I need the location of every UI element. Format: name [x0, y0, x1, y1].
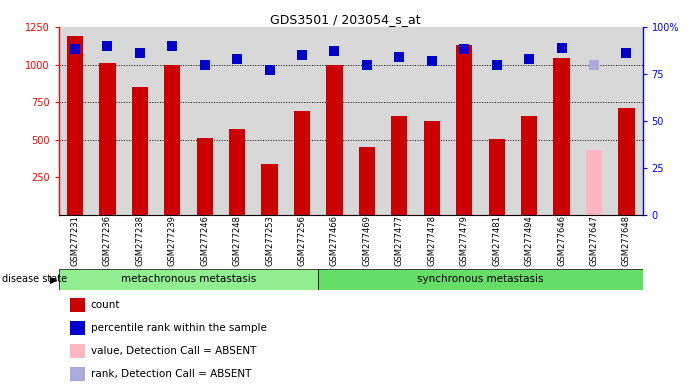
Bar: [391, 116, 408, 215]
Point: [459, 46, 470, 53]
Point: [556, 45, 567, 51]
Bar: [100, 63, 115, 215]
Bar: [229, 129, 245, 215]
Bar: [319, 269, 643, 290]
Bar: [70, 367, 85, 381]
Bar: [456, 45, 473, 215]
Point: [329, 48, 340, 55]
Bar: [521, 116, 537, 215]
Bar: [132, 87, 148, 215]
Bar: [586, 149, 602, 215]
Text: GSM277477: GSM277477: [395, 215, 404, 266]
Point: [102, 43, 113, 49]
Bar: [618, 108, 634, 215]
Text: GDS3501 / 203054_s_at: GDS3501 / 203054_s_at: [270, 13, 421, 26]
Bar: [326, 65, 343, 215]
Text: count: count: [91, 300, 120, 310]
Bar: [70, 321, 85, 336]
Text: ▶: ▶: [50, 274, 57, 285]
Point: [394, 54, 405, 60]
Text: GSM277494: GSM277494: [524, 215, 533, 266]
Text: GSM277256: GSM277256: [298, 215, 307, 266]
Bar: [70, 298, 85, 313]
Bar: [70, 344, 85, 358]
Text: GSM277479: GSM277479: [460, 215, 468, 266]
Text: GSM277253: GSM277253: [265, 215, 274, 266]
Bar: [553, 58, 569, 215]
Text: GSM277469: GSM277469: [362, 215, 371, 266]
Bar: [67, 36, 83, 215]
Text: GSM277647: GSM277647: [589, 215, 598, 266]
Point: [491, 61, 502, 68]
Point: [524, 56, 535, 62]
Text: GSM277246: GSM277246: [200, 215, 209, 266]
Point: [296, 52, 307, 58]
Bar: [489, 139, 504, 215]
Point: [621, 50, 632, 56]
Text: percentile rank within the sample: percentile rank within the sample: [91, 323, 267, 333]
Bar: [359, 147, 375, 215]
Text: GSM277239: GSM277239: [168, 215, 177, 266]
Text: GSM277236: GSM277236: [103, 215, 112, 266]
Text: value, Detection Call = ABSENT: value, Detection Call = ABSENT: [91, 346, 256, 356]
Text: GSM277648: GSM277648: [622, 215, 631, 266]
Text: GSM277466: GSM277466: [330, 215, 339, 266]
Bar: [424, 121, 440, 215]
Point: [264, 67, 275, 73]
Text: GSM277478: GSM277478: [427, 215, 436, 266]
Point: [426, 58, 437, 64]
Point: [199, 61, 210, 68]
Text: GSM277481: GSM277481: [492, 215, 501, 266]
Bar: [164, 65, 180, 215]
Point: [69, 46, 80, 53]
Point: [361, 61, 372, 68]
Text: GSM277238: GSM277238: [135, 215, 144, 266]
Bar: [59, 269, 319, 290]
Point: [231, 56, 243, 62]
Bar: [294, 111, 310, 215]
Text: GSM277231: GSM277231: [70, 215, 79, 266]
Text: disease state: disease state: [2, 274, 67, 285]
Point: [134, 50, 145, 56]
Point: [589, 61, 600, 68]
Text: synchronous metastasis: synchronous metastasis: [417, 274, 544, 285]
Point: [167, 43, 178, 49]
Text: GSM277248: GSM277248: [233, 215, 242, 266]
Text: GSM277646: GSM277646: [557, 215, 566, 266]
Text: metachronous metastasis: metachronous metastasis: [121, 274, 256, 285]
Bar: [197, 138, 213, 215]
Text: rank, Detection Call = ABSENT: rank, Detection Call = ABSENT: [91, 369, 252, 379]
Bar: [261, 164, 278, 215]
